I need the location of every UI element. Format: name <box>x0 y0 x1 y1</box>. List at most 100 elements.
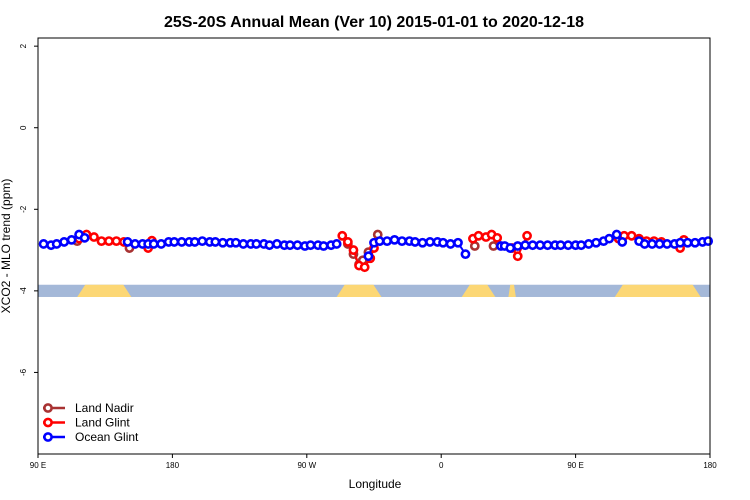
ocean-glint-point-36 <box>318 241 329 251</box>
series-layer <box>38 229 714 273</box>
ocean-glint-point-3 <box>59 237 70 247</box>
ocean-glint-point-68 <box>591 237 602 248</box>
land-glint-point-5 <box>111 236 122 247</box>
ocean-glint-point-28 <box>264 240 275 251</box>
ocean-glint-point-20 <box>210 237 221 247</box>
ocean-glint-point-12 <box>156 239 167 249</box>
ocean-glint-point-14 <box>169 237 180 247</box>
ocean-glint-point-52 <box>453 237 463 248</box>
x-axis: 90 E 180 90 W 0 90 E 180 <box>30 454 717 470</box>
land-nadir-point-9 <box>488 241 499 251</box>
ocean-glint-point-21 <box>217 237 228 248</box>
land-glint-point-17 <box>473 230 484 241</box>
x-tick-label-1: 180 <box>166 461 180 470</box>
map-strip <box>38 284 710 297</box>
ocean-glint-point-67 <box>583 239 594 249</box>
ocean-glint-point-34 <box>305 240 316 251</box>
legend-label-land-nadir: Land Nadir <box>75 401 134 415</box>
land-glint-point-2 <box>89 232 99 242</box>
ocean-glint-point-7 <box>122 237 133 247</box>
land-glint-point-11 <box>348 245 359 255</box>
ocean-glint-point-44 <box>397 236 407 247</box>
ocean-glint-point-83 <box>703 236 714 247</box>
ocean-glint-point-26 <box>251 239 262 249</box>
x-axis-label: Longitude <box>349 477 402 491</box>
ocean-glint-point-48 <box>425 237 435 247</box>
ocean-glint-point-2 <box>51 239 62 249</box>
legend-marker-ocean-glint <box>43 432 53 442</box>
ocean-glint-point-80 <box>682 237 693 248</box>
x-tick-label-3: 0 <box>439 461 444 470</box>
y-tick-label-3: -4 <box>19 287 28 295</box>
ocean-glint-point-64 <box>563 240 574 251</box>
ocean-glint-point-60 <box>535 240 546 251</box>
ocean-glint-point-74 <box>639 239 650 249</box>
land-glint-point-26 <box>626 230 637 241</box>
map-land-1 <box>336 284 382 297</box>
ocean-glint-point-53 <box>460 249 471 260</box>
ocean-glint-point-0 <box>38 239 49 249</box>
series-ocean-glint <box>38 229 714 262</box>
ocean-glint-point-59 <box>527 240 538 251</box>
x-tick-label-5: 180 <box>703 461 717 470</box>
ocean-glint-point-58 <box>520 240 531 251</box>
ocean-glint-point-18 <box>197 236 208 247</box>
ocean-glint-point-70 <box>604 233 615 244</box>
ocean-glint-point-50 <box>438 237 448 248</box>
ocean-glint-point-66 <box>576 240 587 251</box>
ocean-glint-point-46 <box>410 237 420 247</box>
x-tick-label-4: 90 E <box>567 461 583 470</box>
land-glint-point-4 <box>104 236 114 247</box>
ocean-glint-point-79 <box>675 237 686 248</box>
ocean-glint-point-71 <box>611 229 622 240</box>
ocean-glint-point-24 <box>238 239 249 249</box>
ocean-glint-point-11 <box>148 239 159 249</box>
land-glint-point-20 <box>492 232 503 243</box>
ocean-glint-point-61 <box>542 240 553 251</box>
land-glint-point-22 <box>512 251 523 262</box>
ocean-glint-point-63 <box>555 240 566 251</box>
chart-title: 25S-20S Annual Mean (Ver 10) 2015-01-01 … <box>164 14 584 31</box>
land-glint-point-3 <box>96 236 107 247</box>
x-tick-label-0: 90 E <box>30 461 46 470</box>
y-tick-label-4: -6 <box>19 368 28 376</box>
ocean-glint-point-31 <box>285 240 295 251</box>
y-tick-label-0: 2 <box>19 43 28 48</box>
land-glint-point-23 <box>522 230 532 241</box>
map-land-0 <box>77 284 132 297</box>
x-tick-label-2: 90 W <box>297 461 316 470</box>
ocean-glint-point-57 <box>512 241 523 251</box>
ocean-glint-point-38 <box>331 239 342 249</box>
legend-label-land-glint: Land Glint <box>75 416 130 430</box>
ocean-glint-point-23 <box>230 237 241 248</box>
legend-marker-land-nadir <box>43 403 53 413</box>
y-tick-label-1: 0 <box>19 125 28 130</box>
plot-frame <box>37 37 711 455</box>
land-glint-point-10 <box>342 237 353 247</box>
ocean-glint-point-81 <box>690 237 700 248</box>
ocean-glint-point-42 <box>382 236 392 247</box>
land-glint-point-13 <box>359 262 370 273</box>
ocean-glint-point-41 <box>374 236 385 247</box>
y-axis-label: XCO2 - MLO trend (ppm) <box>0 179 13 314</box>
y-tick-label-2: -2 <box>19 205 28 213</box>
ocean-glint-point-76 <box>654 239 665 249</box>
legend-label-ocean-glint: Ocean Glint <box>75 430 139 444</box>
ocean-glint-point-17 <box>189 237 200 247</box>
map-land-3 <box>508 284 516 297</box>
map-land-2 <box>461 284 496 297</box>
ocean-glint-point-51 <box>445 239 456 249</box>
ocean-glint-point-72 <box>617 237 628 247</box>
ocean-glint-point-4 <box>66 234 77 245</box>
legend-marker-land-glint <box>43 417 53 428</box>
ocean-glint-point-75 <box>647 239 658 249</box>
ocean-glint-point-77 <box>662 239 672 249</box>
y-axis: 2 0 -2 -4 -6 <box>19 43 38 376</box>
ocean-glint-point-29 <box>272 239 282 249</box>
land-glint-point-9 <box>337 230 348 241</box>
ocean-glint-point-32 <box>292 240 303 251</box>
ocean-glint-point-43 <box>389 234 400 245</box>
ocean-glint-point-8 <box>130 239 140 249</box>
ocean-glint-point-56 <box>505 243 516 253</box>
